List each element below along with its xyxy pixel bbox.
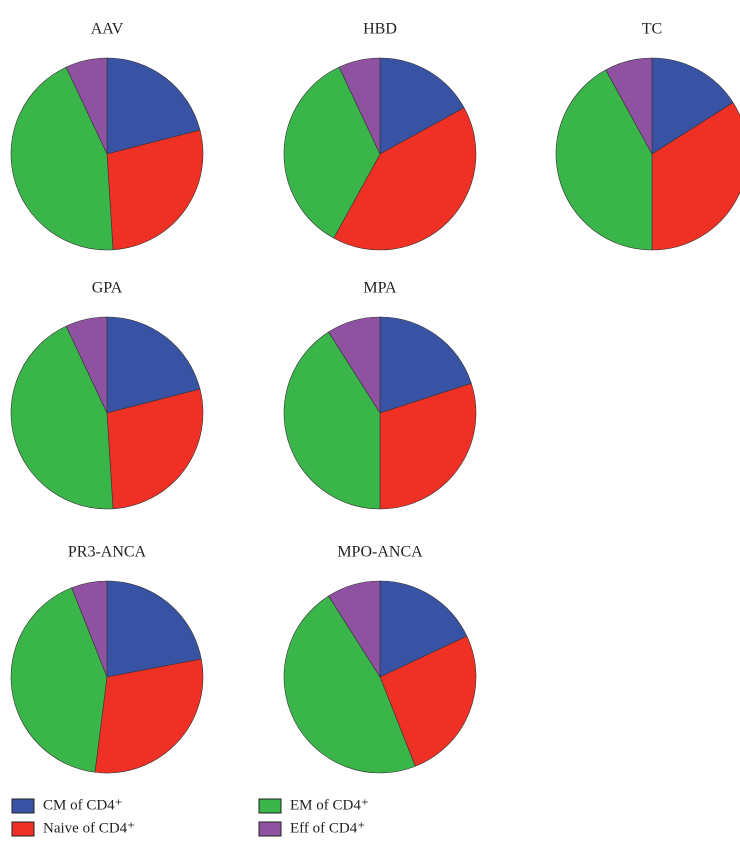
legend-swatch xyxy=(11,798,35,814)
pie-title: GPA xyxy=(92,280,123,297)
pie-slice xyxy=(65,57,108,155)
pie-slice xyxy=(379,580,468,678)
legend-label: CM of CD4⁺ xyxy=(43,797,123,813)
legend-swatch xyxy=(258,798,282,814)
pie-slice xyxy=(328,316,381,415)
pie-title: HBD xyxy=(363,21,397,38)
pie-slice xyxy=(283,66,381,239)
pie-slice xyxy=(65,316,108,414)
pie-slice xyxy=(328,580,381,679)
pie-slice xyxy=(283,595,416,774)
pie-slice xyxy=(94,658,204,774)
pie-slice xyxy=(379,316,472,414)
pie-slice xyxy=(10,587,108,773)
pie-slice xyxy=(283,331,381,510)
pie-title: PR3-ANCA xyxy=(68,544,147,561)
legend-swatch xyxy=(11,821,35,837)
pie-slice xyxy=(379,382,477,510)
pie-title: AAV xyxy=(91,21,124,38)
pie-slice xyxy=(555,69,653,251)
legend-label: Naive of CD4⁺ xyxy=(43,820,135,836)
pie-slice xyxy=(106,57,201,155)
pie-slice xyxy=(379,57,465,155)
pie-slice xyxy=(106,129,204,251)
pie-title: MPO-ANCA xyxy=(337,544,423,561)
legend-swatch xyxy=(258,821,282,837)
pie-slice xyxy=(379,635,477,767)
pie-slice xyxy=(106,316,201,414)
pie-slice xyxy=(106,580,202,678)
pie-title: MPA xyxy=(363,280,397,297)
pie-slice xyxy=(338,57,381,155)
legend-label: EM of CD4⁺ xyxy=(290,797,369,813)
legend-label: Eff of CD4⁺ xyxy=(290,820,365,836)
pie-slice xyxy=(106,388,204,510)
pie-slice xyxy=(651,102,740,251)
pie-title: TC xyxy=(642,21,662,38)
pie-slice xyxy=(651,57,734,155)
pie-slice xyxy=(71,580,108,678)
pie-slice xyxy=(333,107,477,251)
pie-slice xyxy=(605,57,653,155)
